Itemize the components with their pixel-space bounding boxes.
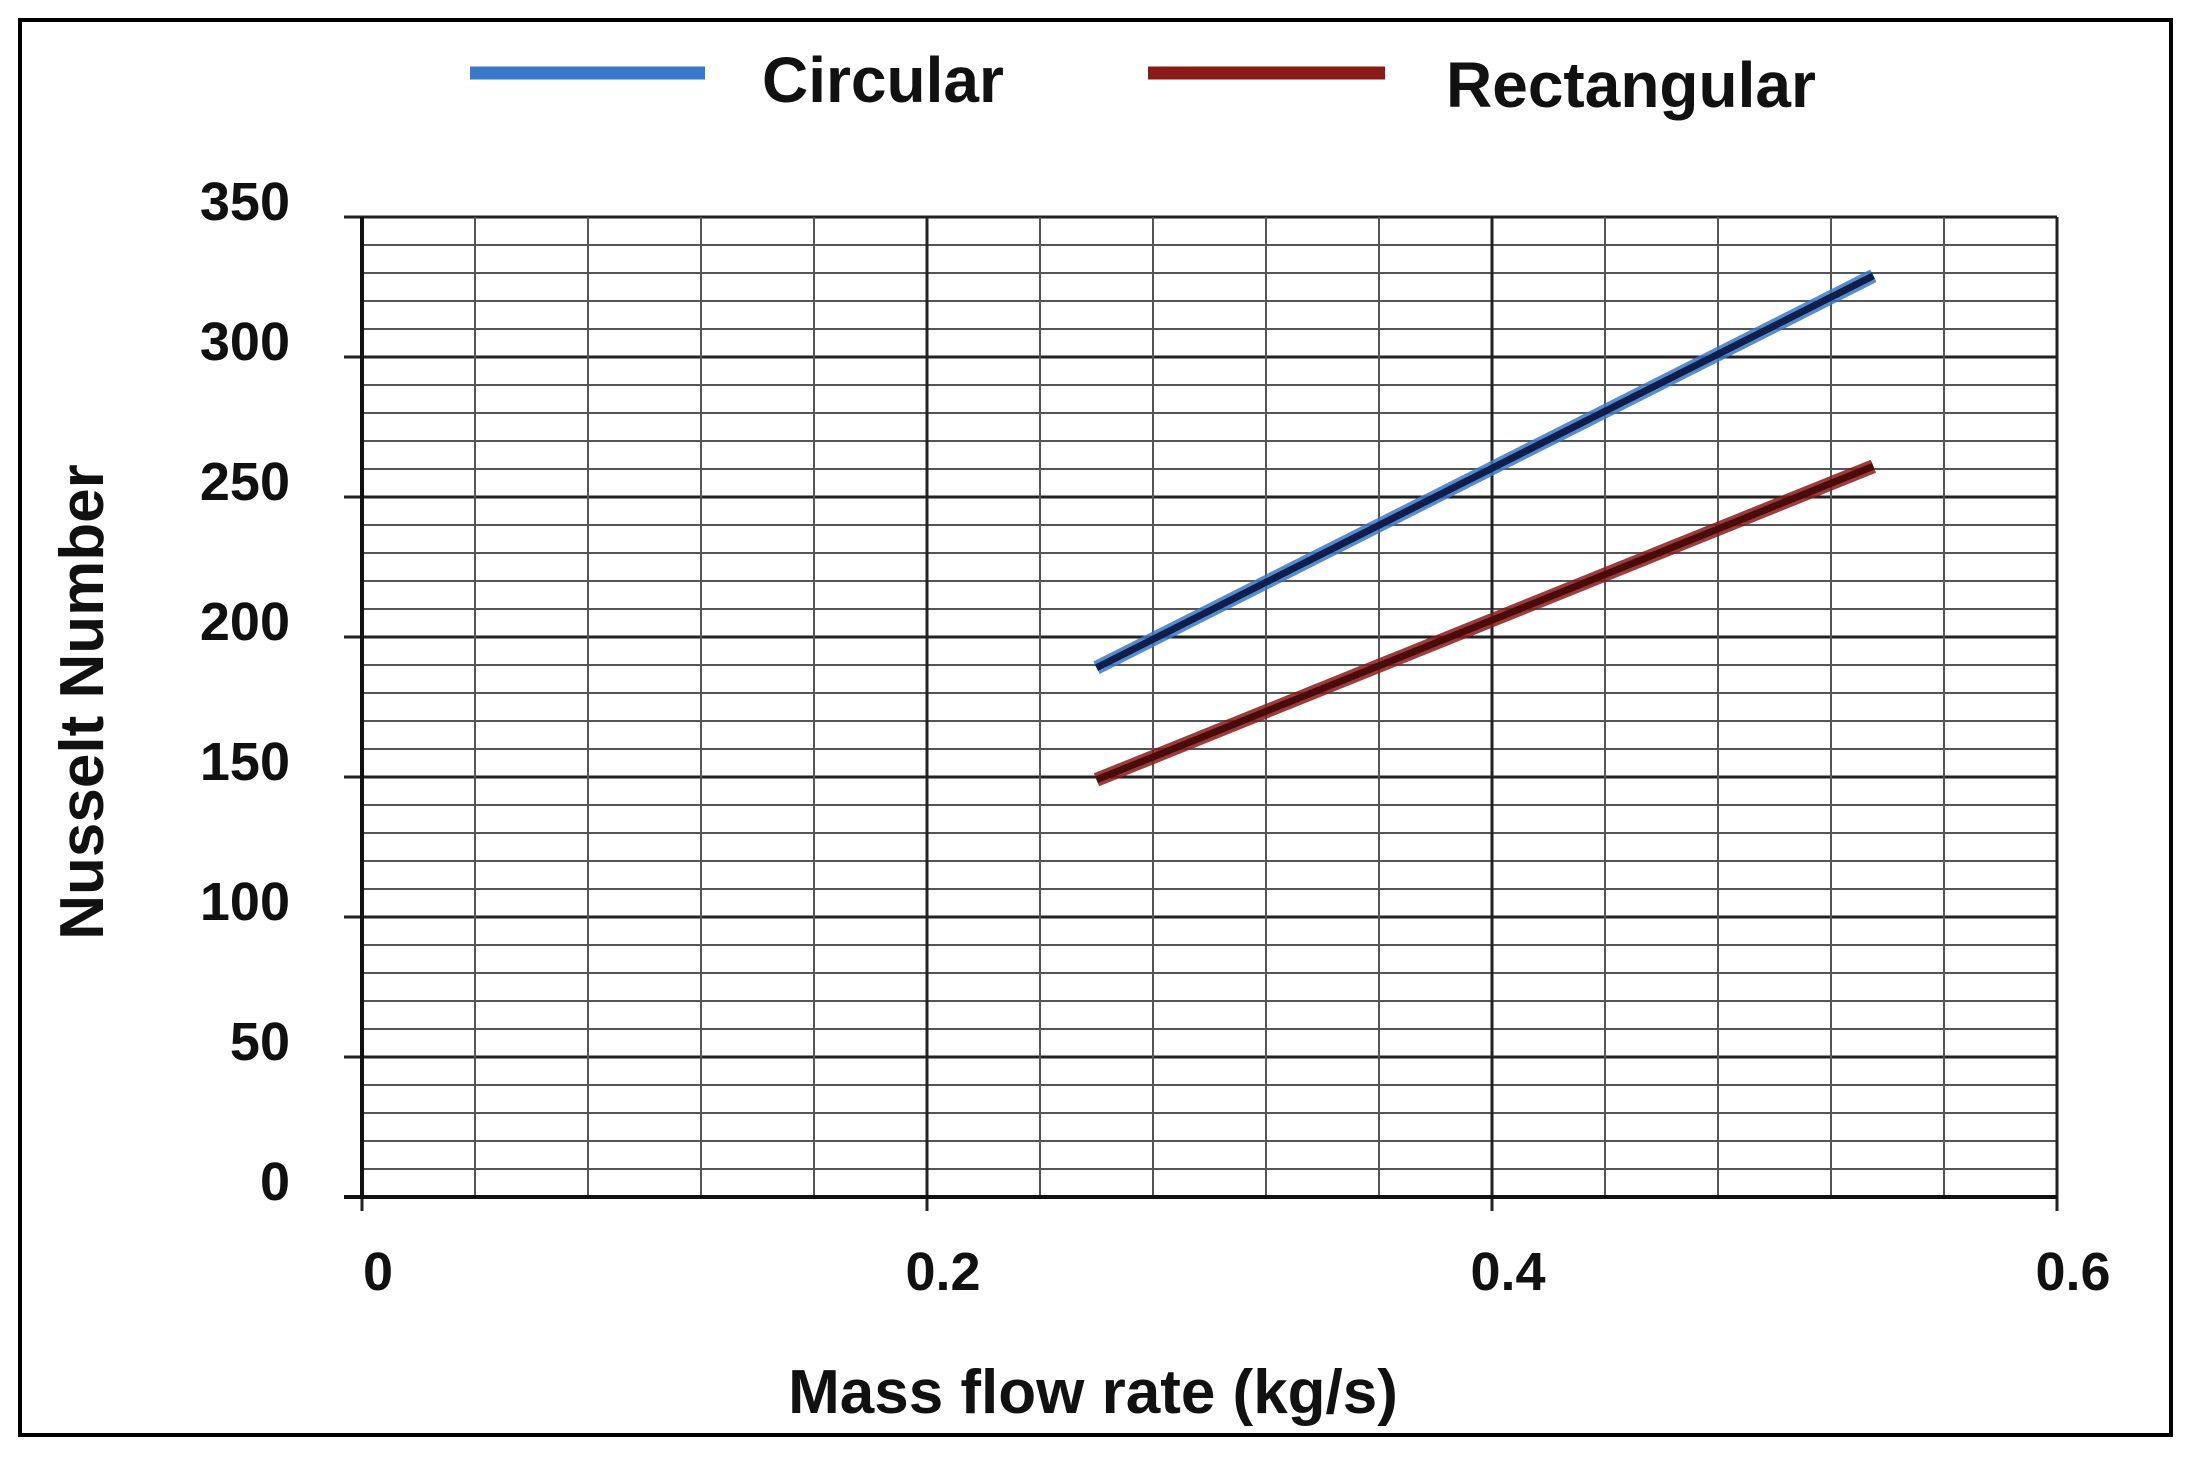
grid <box>344 215 2059 1211</box>
legend: Circular Rectangular <box>470 44 1816 121</box>
series-line-circular <box>1094 272 1875 671</box>
chart-frame <box>18 18 2173 1437</box>
y-tick-label: 250 <box>200 452 290 512</box>
series-line-rectangular <box>1095 462 1875 784</box>
y-tick-label: 0 <box>260 1152 290 1212</box>
x-tick-label: 0.6 <box>2035 1242 2110 1302</box>
y-tick-label: 300 <box>200 312 290 372</box>
legend-label-rectangular: Rectangular <box>1446 49 1816 121</box>
x-tick-label: 0.2 <box>905 1242 980 1302</box>
x-tick-label: 0 <box>363 1242 393 1302</box>
legend-label-circular: Circular <box>762 44 1004 116</box>
series-lines <box>1093 269 1877 787</box>
y-tick-label: 100 <box>200 872 290 932</box>
x-axis-title: Mass flow rate (kg/s) <box>788 1358 1398 1427</box>
y-tick-label: 350 <box>200 172 290 232</box>
y-tick-label: 50 <box>230 1012 290 1072</box>
axes <box>344 217 2057 1199</box>
y-tick-label: 150 <box>200 732 290 792</box>
x-tick-label: 0.4 <box>1470 1242 1545 1302</box>
tick-labels: 0 50 100 150 200 250 300 350 0 0.2 0.4 0.6 <box>200 172 2111 1302</box>
y-axis-title: Nusselt Number <box>48 464 117 939</box>
y-tick-label: 200 <box>200 592 290 652</box>
